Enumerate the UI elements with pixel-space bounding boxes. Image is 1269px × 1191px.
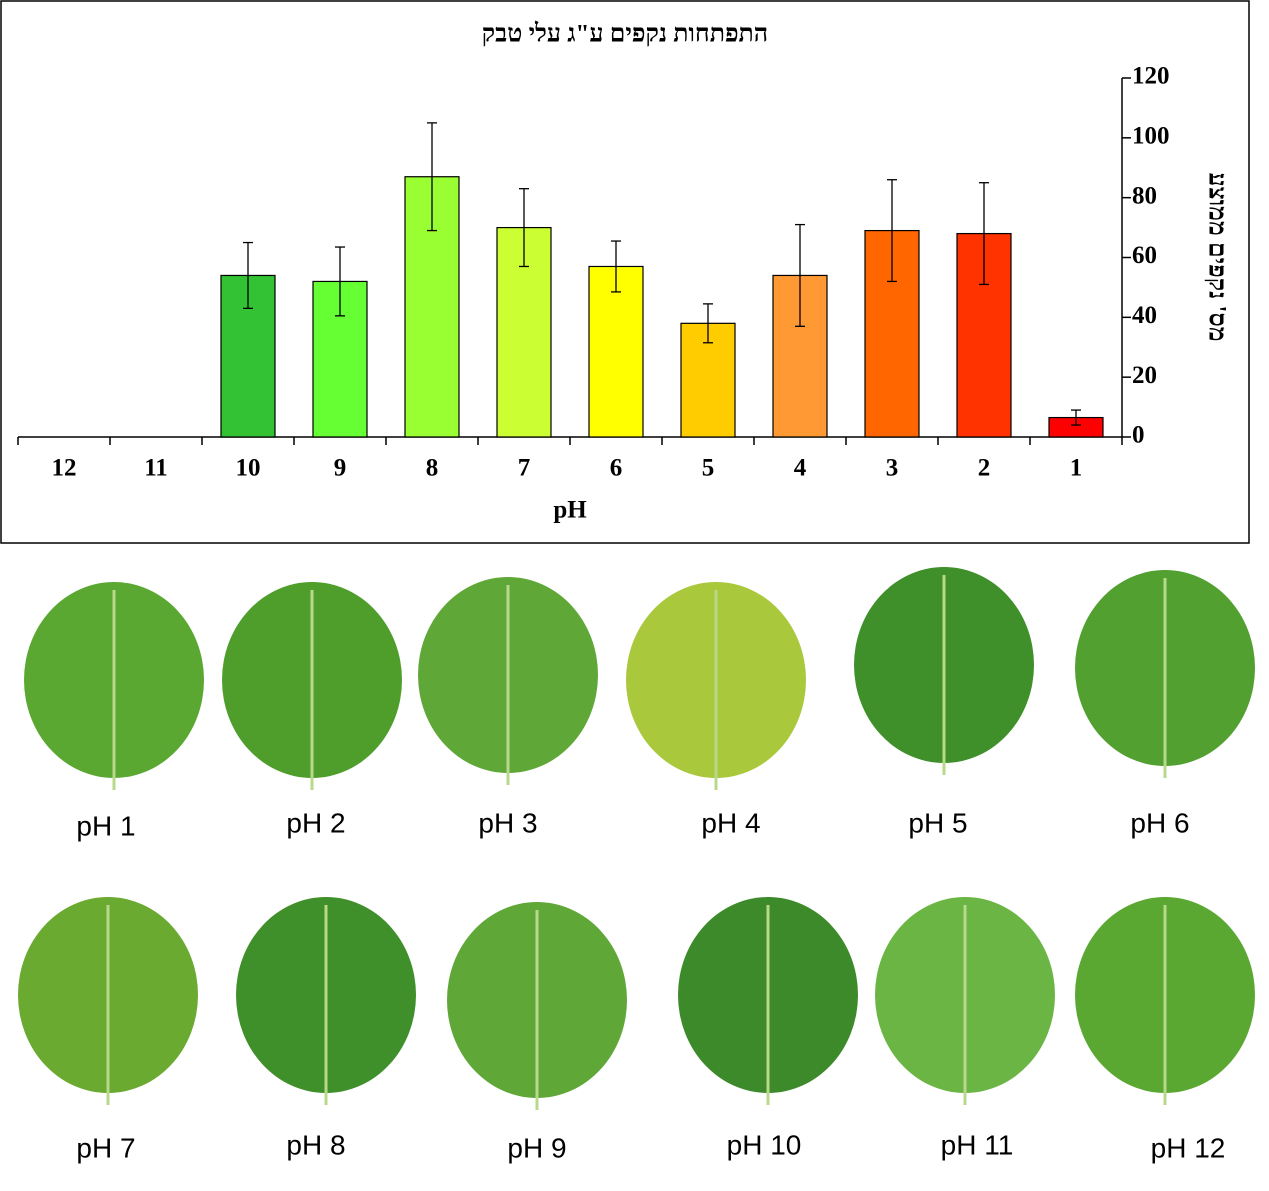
- leaf-caption: pH 9: [507, 1132, 566, 1163]
- x-tick-label: 3: [886, 455, 899, 482]
- leaf-caption: pH 4: [701, 807, 760, 838]
- leaf-caption: pH 5: [908, 807, 967, 838]
- leaf-caption: pH 8: [286, 1129, 345, 1160]
- x-tick-label: 8: [426, 455, 439, 482]
- x-tick-label: 7: [518, 455, 531, 482]
- x-tick-label: 2: [978, 455, 991, 482]
- x-axis-label: pH: [553, 497, 587, 524]
- bar: [588, 265, 644, 438]
- x-tick-label: 6: [610, 455, 623, 482]
- x-tick-label: 11: [144, 455, 168, 482]
- leaf-caption: pH 10: [727, 1129, 802, 1160]
- chart: התפתחות נקפים ע"ג עלי טבק pH מס' נקפים מ…: [0, 0, 1250, 544]
- x-tick-label: 10: [236, 455, 261, 482]
- y-tick-label: 60: [1132, 242, 1157, 269]
- leaf-caption: pH 11: [941, 1129, 1014, 1160]
- x-tick-label: 12: [52, 455, 77, 482]
- y-tick-label: 120: [1132, 63, 1170, 90]
- y-tick-label: 40: [1132, 302, 1157, 329]
- y-axis-label: מס' נקפים ממוצע: [1203, 172, 1230, 341]
- leaf-caption: pH 12: [1151, 1132, 1226, 1163]
- x-tick-label: 5: [702, 455, 715, 482]
- x-tick-label: 9: [334, 455, 347, 482]
- leaf-caption: pH 1: [76, 810, 135, 841]
- y-tick-label: 80: [1132, 182, 1157, 209]
- leaf-caption: pH 7: [76, 1132, 135, 1163]
- chart-title: התפתחות נקפים ע"ג עלי טבק: [482, 21, 768, 48]
- leaf-caption: pH 6: [1130, 807, 1189, 838]
- y-tick-label: 0: [1132, 422, 1145, 449]
- y-tick-label: 20: [1132, 362, 1157, 389]
- x-tick-label: 1: [1070, 455, 1083, 482]
- x-tick-label: 4: [794, 455, 807, 482]
- leaf-caption: pH 3: [478, 807, 537, 838]
- y-tick-label: 100: [1132, 123, 1170, 150]
- leaf-panel: pH 1 pH 2 pH 3 pH 4 pH 5 pH 6 pH 7 pH 8 pH 9 pH 1…: [18, 567, 1255, 1163]
- leaf-caption: pH 2: [286, 807, 345, 838]
